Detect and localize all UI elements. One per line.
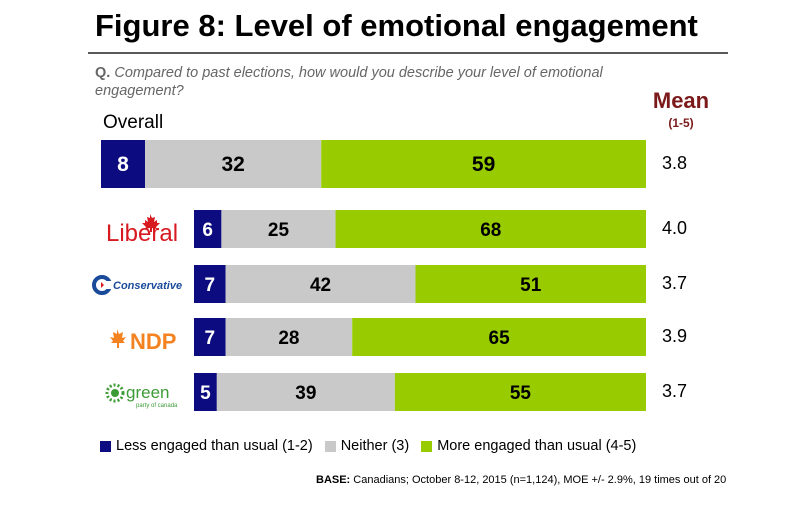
bar-label-more-green: 55 bbox=[510, 383, 532, 404]
mean-value-conservative: 3.7 bbox=[662, 273, 688, 293]
legend-swatch-neither bbox=[324, 440, 336, 452]
legend-swatch-more bbox=[421, 440, 433, 452]
mean-value-liberal: 4.0 bbox=[662, 218, 688, 238]
bar-label-neither-ndp: 28 bbox=[278, 328, 299, 349]
conservative-logo-art: Conservative bbox=[92, 275, 182, 295]
bar-neither-green bbox=[216, 373, 395, 411]
bar-more-green bbox=[394, 373, 646, 411]
legend-label-neither: Neither (3) bbox=[340, 438, 410, 454]
title-divider bbox=[88, 52, 728, 54]
bar-label-less-ndp: 7 bbox=[205, 328, 216, 349]
bar-label-less-overall: 8 bbox=[117, 153, 129, 176]
bar-more-ndp bbox=[352, 318, 646, 356]
bar-label-more-liberal: 68 bbox=[480, 220, 501, 241]
base-footnote: BASE: Canadians; October 8-12, 2015 (n=1… bbox=[316, 474, 726, 486]
mean-range: (1-5) bbox=[668, 116, 694, 130]
bar-more-overall bbox=[321, 140, 646, 188]
ndp-logo-art: NDP bbox=[110, 329, 176, 354]
sunflower-icon bbox=[105, 383, 125, 403]
liberal-logo: Liberal bbox=[104, 210, 188, 247]
ndp-leaf-icon bbox=[110, 329, 126, 348]
ndp-logo-text: NDP bbox=[130, 329, 176, 354]
liberal-logo-text: Liberal bbox=[106, 220, 178, 246]
question-prefix: Q. bbox=[95, 65, 111, 81]
mean-value-green: 3.7 bbox=[662, 381, 688, 401]
maple-leaf-icon bbox=[142, 214, 160, 232]
green-logo-art: green party of canada bbox=[105, 383, 178, 409]
legend-item-more: More engaged than usual (4-5) bbox=[421, 438, 636, 454]
bar-label-neither-conservative: 42 bbox=[310, 275, 331, 296]
bar-neither-ndp bbox=[225, 318, 353, 356]
conservative-logo-text: Conservative bbox=[113, 280, 182, 292]
base-label: BASE: bbox=[316, 474, 351, 486]
bar-more-conservative bbox=[415, 265, 646, 303]
bar-label-more-overall: 59 bbox=[472, 153, 495, 176]
legend: Less engaged than usual (1-2) Neither (3… bbox=[100, 438, 648, 454]
bar-neither-overall bbox=[145, 140, 322, 188]
green-logo-subtext: party of canada bbox=[136, 403, 178, 409]
chart-title: Figure 8: Level of emotional engagement bbox=[95, 8, 698, 43]
legend-label-less: Less engaged than usual (1-2) bbox=[116, 438, 313, 454]
ndp-logo: NDP bbox=[106, 326, 190, 354]
liberal-logo-art: Liberal bbox=[106, 214, 178, 247]
bar-less-ndp bbox=[194, 318, 226, 356]
bar-more-liberal bbox=[335, 210, 646, 248]
bar-label-less-conservative: 7 bbox=[205, 275, 216, 296]
mean-value-ndp: 3.9 bbox=[662, 326, 688, 346]
legend-item-neither: Neither (3) bbox=[324, 438, 410, 454]
legend-label-more: More engaged than usual (4-5) bbox=[437, 438, 637, 454]
mean-value-overall: 3.8 bbox=[662, 153, 688, 173]
legend-swatch-less bbox=[100, 440, 111, 452]
question-text: Compared to past elections, how would yo… bbox=[95, 65, 603, 99]
conservative-logo: Conservative bbox=[92, 274, 190, 296]
mean-header: Mean bbox=[652, 88, 710, 113]
bar-less-liberal bbox=[194, 210, 222, 248]
green-logo: green party of canada bbox=[104, 380, 188, 410]
bar-less-overall bbox=[101, 140, 146, 188]
survey-question: Q. Compared to past elections, how would… bbox=[95, 64, 655, 100]
bar-less-conservative bbox=[194, 265, 226, 303]
bar-label-neither-overall: 32 bbox=[221, 153, 244, 176]
green-logo-text: green bbox=[126, 383, 169, 402]
bar-neither-liberal bbox=[221, 210, 336, 248]
bar-label-neither-green: 39 bbox=[295, 383, 316, 404]
bar-label-less-green: 5 bbox=[200, 383, 211, 404]
legend-item-less: Less engaged than usual (1-2) bbox=[100, 438, 313, 454]
base-text: Canadians; October 8-12, 2015 (n=1,124),… bbox=[353, 474, 727, 486]
bar-label-more-conservative: 51 bbox=[520, 275, 542, 296]
bar-neither-conservative bbox=[225, 265, 416, 303]
bar-label-more-ndp: 65 bbox=[489, 328, 511, 349]
bar-label-neither-liberal: 25 bbox=[268, 220, 290, 241]
bar-less-green bbox=[194, 373, 217, 411]
bar-label-less-liberal: 6 bbox=[202, 220, 213, 241]
row-label-overall: Overall bbox=[103, 112, 164, 133]
